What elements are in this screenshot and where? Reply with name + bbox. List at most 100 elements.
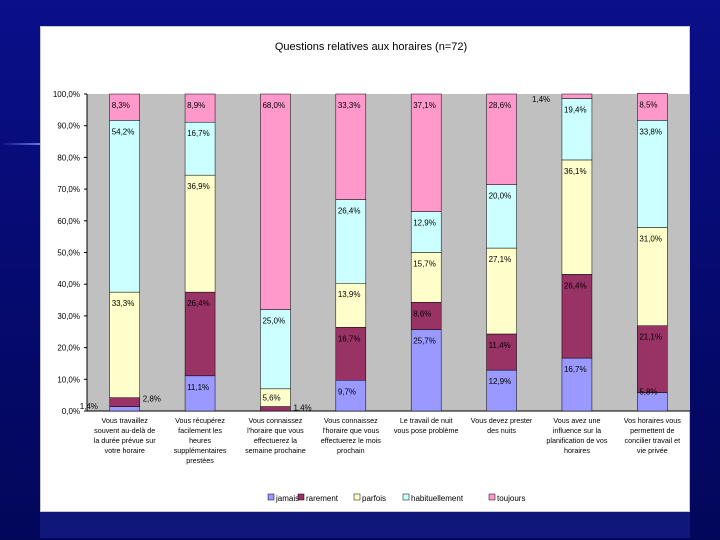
category-label: permettent de [630, 426, 674, 435]
category-label: prochain [337, 446, 365, 455]
legend-swatch-habituellement [402, 493, 410, 501]
bar-segment-jamais [184, 375, 216, 412]
category-label: influence sur la [553, 426, 601, 435]
bar-segment-toujours [637, 93, 668, 121]
data-label: 28,6% [489, 101, 512, 110]
data-label: 9,7% [338, 387, 356, 396]
data-label: 1,4% [293, 404, 311, 413]
legend-swatch-toujours [488, 493, 496, 501]
data-label: 20,0% [489, 192, 512, 201]
bar-segment-parfois [486, 247, 517, 335]
data-label: 36,9% [187, 182, 210, 191]
category-label: heures [189, 436, 211, 445]
data-label: 26,4% [564, 281, 587, 290]
legend-swatch-jamais [267, 493, 275, 501]
data-label: 12,9% [489, 377, 512, 386]
bar-segment-rarement [410, 302, 442, 330]
bar-segment-toujours [561, 93, 593, 99]
data-label: 8,5% [639, 100, 657, 109]
y-tick-label: 0,0% [62, 407, 80, 416]
y-tick-label: 50,0% [57, 249, 80, 258]
category-label: Le travail de nuit [400, 416, 453, 425]
slide-shadow [40, 512, 690, 538]
legend-label-parfois: parfois [362, 494, 386, 503]
data-label: 33,3% [338, 101, 361, 110]
bar-segment-toujours [260, 93, 291, 310]
plot-area [87, 94, 690, 411]
legend-label-toujours: toujours [497, 494, 525, 503]
legend-label-rarement: rarement [306, 494, 339, 503]
data-label: 33,3% [112, 299, 135, 308]
bar-segment-parfois [637, 227, 668, 326]
y-tick-label: 60,0% [57, 217, 80, 226]
data-label: 11,4% [489, 341, 511, 350]
category-label: horaires [564, 446, 590, 455]
category-label: la durée prévue sur [94, 436, 157, 445]
data-label: 19,4% [564, 105, 587, 114]
legend-swatch-parfois [353, 493, 361, 501]
legend-swatch-rarement [297, 493, 305, 501]
bar-segment-habituellement [561, 98, 593, 161]
y-tick-label: 90,0% [57, 122, 80, 131]
bar-segment-rarement [335, 327, 367, 381]
bar-segment-rarement [561, 274, 593, 359]
data-label: 11,1% [187, 383, 209, 392]
bar-segment-habituellement [260, 309, 291, 390]
category-label: Vous travaillez [102, 416, 149, 425]
data-label: 12,9% [413, 219, 436, 228]
bar-segment-parfois [561, 159, 593, 275]
data-label: 1,4% [532, 95, 550, 104]
data-label: 54,2% [112, 127, 135, 136]
category-label: facilement les [178, 426, 222, 435]
bar-segment-parfois [109, 291, 140, 398]
bar-segment-habituellement [335, 199, 367, 284]
bar-segment-habituellement [410, 211, 442, 253]
data-label: 8,3% [112, 101, 130, 110]
y-tick-label: 10,0% [57, 375, 80, 384]
data-label: 27,1% [489, 255, 512, 264]
data-label: 16,7% [338, 334, 361, 343]
category-label: planification de vos [546, 436, 608, 445]
y-tick-label: 100,0% [53, 90, 80, 99]
data-label: 26,4% [338, 207, 361, 216]
data-label: 16,7% [187, 129, 210, 138]
chart-frame: Questions relatives aux horaires (n=72) … [40, 26, 690, 512]
category-label: des nuits [487, 426, 516, 435]
y-tick-label: 70,0% [57, 185, 80, 194]
category-label: prestées [186, 456, 214, 465]
y-tick-label: 20,0% [57, 344, 80, 353]
y-tick-label: 40,0% [57, 280, 80, 289]
chart-title: Questions relatives aux horaires (n=72) [275, 41, 467, 53]
category-label: supplémentaires [174, 446, 227, 455]
category-label: semaine prochaine [245, 446, 306, 455]
bar-segment-habituellement [184, 121, 216, 176]
data-label: 8,9% [187, 101, 205, 110]
stacked-bar-chart: Questions relatives aux horaires (n=72) … [53, 41, 690, 503]
category-label: l'horaire que vous [323, 426, 380, 435]
category-label: Vous connaissez [324, 416, 378, 425]
bar-segment-toujours [335, 93, 367, 200]
bar-segment-parfois [410, 252, 442, 303]
category-label: Vous récupérez [175, 416, 225, 425]
data-label: 5,6% [262, 394, 280, 403]
bar-segment-rarement [637, 325, 668, 393]
data-label: 33,8% [639, 127, 662, 136]
category-label: concilier travail et [625, 436, 681, 445]
bar-segment-parfois [184, 174, 216, 293]
y-tick-label: 80,0% [57, 153, 80, 162]
data-label: 15,7% [413, 260, 436, 269]
bar-segment-rarement [184, 291, 216, 377]
data-label: 8,6% [413, 309, 431, 318]
category-label: l'horaire que vous [247, 426, 304, 435]
data-label: 36,1% [564, 167, 587, 176]
category-label: votre horaire [105, 446, 145, 455]
data-label: 13,9% [338, 290, 361, 299]
data-label: 5,8% [639, 388, 657, 397]
data-label: 31,0% [639, 234, 662, 243]
bar-segment-habituellement [109, 120, 140, 293]
bar-segment-jamais [109, 406, 140, 412]
bar-segment-toujours [184, 93, 216, 123]
category-label: Vous connaissez [248, 416, 302, 425]
data-label: 21,1% [639, 333, 662, 342]
data-label: 16,7% [564, 365, 587, 374]
